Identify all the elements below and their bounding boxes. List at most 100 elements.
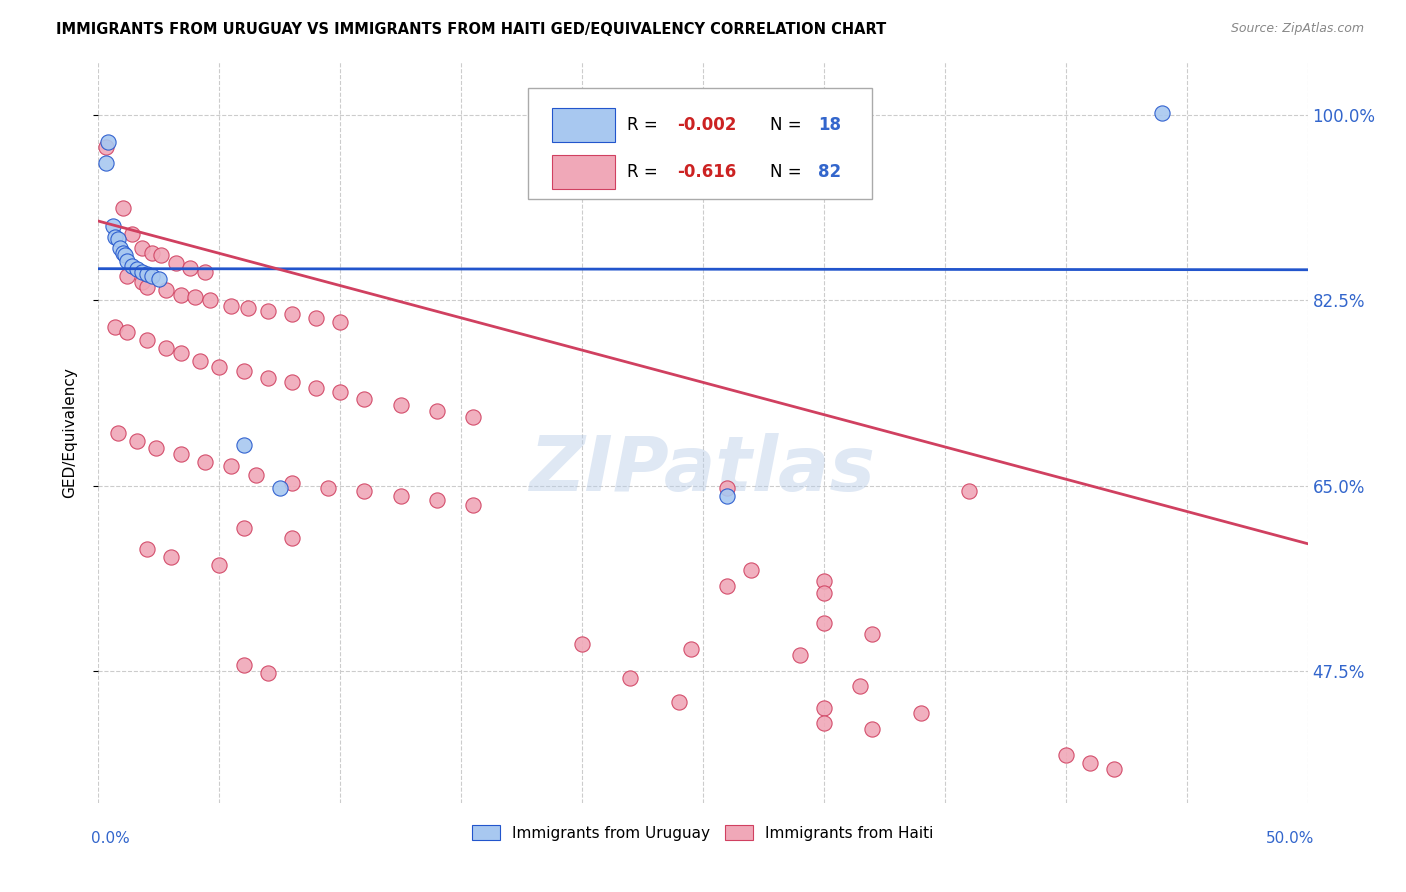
Point xyxy=(107,425,129,440)
Point xyxy=(117,269,139,284)
Point xyxy=(135,541,157,556)
Point xyxy=(232,521,254,535)
Point xyxy=(619,671,641,685)
Point xyxy=(121,259,143,273)
Point xyxy=(679,642,702,657)
Point xyxy=(145,442,167,456)
Point xyxy=(716,481,738,495)
Point xyxy=(221,299,243,313)
Point xyxy=(238,301,260,315)
Point xyxy=(305,311,328,326)
Point xyxy=(256,370,278,384)
Point xyxy=(813,615,835,630)
Point xyxy=(135,279,157,293)
Point xyxy=(232,658,254,673)
Point xyxy=(208,558,231,572)
Point xyxy=(668,695,690,709)
Point xyxy=(135,267,157,281)
Point xyxy=(329,385,352,400)
Point xyxy=(256,304,278,318)
FancyBboxPatch shape xyxy=(551,155,614,189)
Text: -0.002: -0.002 xyxy=(678,116,737,134)
Point xyxy=(188,353,211,368)
Point xyxy=(353,392,375,406)
Point xyxy=(194,455,217,469)
Point xyxy=(910,706,932,720)
FancyBboxPatch shape xyxy=(551,108,614,142)
Point xyxy=(232,438,254,452)
Point xyxy=(169,447,191,461)
Legend: Immigrants from Uruguay, Immigrants from Haiti: Immigrants from Uruguay, Immigrants from… xyxy=(467,819,939,847)
Point xyxy=(389,398,412,412)
Point xyxy=(1078,756,1101,770)
Point xyxy=(104,319,127,334)
Point xyxy=(389,489,412,503)
Point xyxy=(281,307,304,321)
Point xyxy=(426,404,449,418)
FancyBboxPatch shape xyxy=(527,88,872,200)
Point xyxy=(194,265,217,279)
Text: -0.616: -0.616 xyxy=(678,163,737,181)
Text: 50.0%: 50.0% xyxy=(1267,831,1315,847)
Point xyxy=(329,315,352,329)
Text: N =: N = xyxy=(769,116,807,134)
Point xyxy=(245,467,267,482)
Point xyxy=(160,550,183,565)
Point xyxy=(97,135,120,149)
Point xyxy=(305,381,328,395)
Point xyxy=(571,637,593,651)
Point xyxy=(716,489,738,503)
Point xyxy=(463,498,485,512)
Point xyxy=(107,232,129,246)
Text: ZIPatlas: ZIPatlas xyxy=(530,433,876,507)
Point xyxy=(111,245,134,260)
Point xyxy=(101,219,124,234)
Point xyxy=(426,493,449,508)
Point xyxy=(463,409,485,424)
Point xyxy=(198,293,221,308)
Text: R =: R = xyxy=(627,163,662,181)
Point xyxy=(1152,106,1174,120)
Point xyxy=(135,333,157,347)
Point xyxy=(281,375,304,389)
Point xyxy=(141,269,163,284)
Point xyxy=(281,532,304,546)
Point xyxy=(860,722,883,736)
Point xyxy=(957,483,980,498)
Point xyxy=(150,248,173,262)
Point xyxy=(169,346,191,360)
Point xyxy=(813,574,835,588)
Point xyxy=(127,261,149,276)
Text: R =: R = xyxy=(627,116,662,134)
Point xyxy=(849,680,872,694)
Point xyxy=(131,240,153,255)
Point xyxy=(108,240,131,255)
Point xyxy=(117,254,139,268)
Point xyxy=(269,481,291,495)
Point xyxy=(1102,762,1125,776)
Point xyxy=(860,626,883,640)
Point xyxy=(104,230,127,244)
Point xyxy=(179,260,201,275)
Point xyxy=(141,245,163,260)
Text: N =: N = xyxy=(769,163,807,181)
Point xyxy=(155,341,177,355)
Point xyxy=(353,483,375,498)
Point xyxy=(281,476,304,491)
Text: 82: 82 xyxy=(818,163,841,181)
Point xyxy=(165,256,187,270)
Point xyxy=(740,563,762,577)
Point xyxy=(184,290,207,304)
Point xyxy=(114,248,136,262)
Text: IMMIGRANTS FROM URUGUAY VS IMMIGRANTS FROM HAITI GED/EQUIVALENCY CORRELATION CHA: IMMIGRANTS FROM URUGUAY VS IMMIGRANTS FR… xyxy=(56,22,887,37)
Point xyxy=(208,359,231,374)
Point xyxy=(813,700,835,714)
Y-axis label: GED/Equivalency: GED/Equivalency xyxy=(63,368,77,498)
Point xyxy=(169,288,191,302)
Point xyxy=(94,140,117,154)
Point xyxy=(148,272,170,286)
Point xyxy=(111,202,134,216)
Point xyxy=(256,665,278,680)
Point xyxy=(716,579,738,593)
Point xyxy=(117,325,139,339)
